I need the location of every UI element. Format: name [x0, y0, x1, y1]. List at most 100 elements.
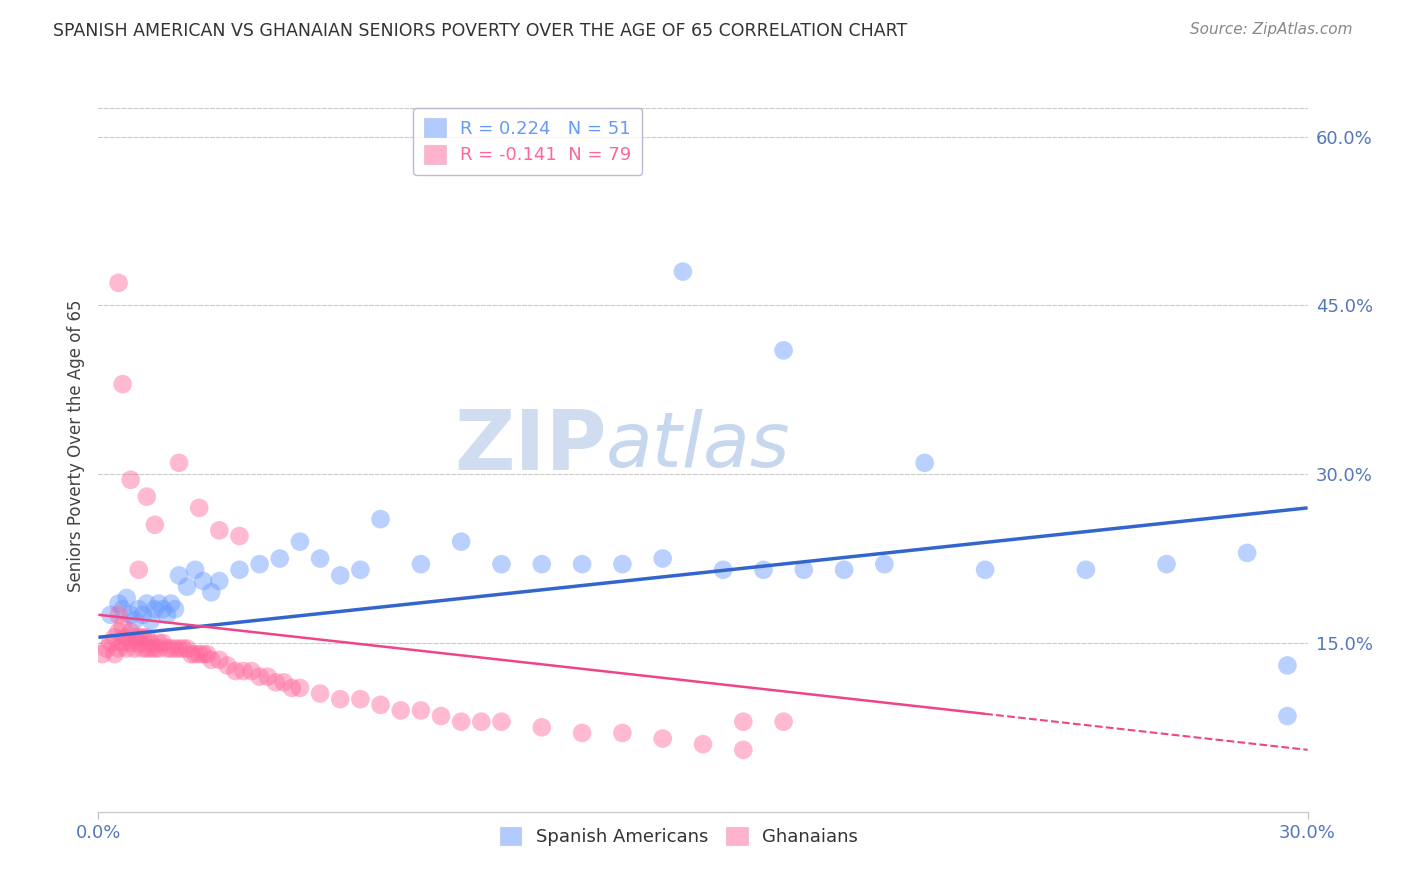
Point: [349, 692, 371, 706]
Point: [370, 698, 392, 712]
Point: [208, 653, 231, 667]
Point: [188, 500, 211, 515]
Point: [115, 641, 138, 656]
Point: [176, 580, 198, 594]
Point: [349, 563, 371, 577]
Point: [772, 343, 794, 358]
Legend: Spanish Americans, Ghanaians: Spanish Americans, Ghanaians: [491, 818, 868, 855]
Point: [167, 568, 190, 582]
Point: [143, 641, 166, 656]
Point: [249, 670, 271, 684]
Point: [450, 534, 472, 549]
Point: [571, 726, 593, 740]
Point: [139, 641, 162, 656]
Point: [1277, 709, 1299, 723]
Point: [249, 557, 271, 571]
Point: [103, 647, 125, 661]
Point: [692, 737, 714, 751]
Point: [139, 636, 162, 650]
Point: [974, 563, 997, 577]
Point: [470, 714, 492, 729]
Point: [124, 614, 146, 628]
Point: [124, 641, 146, 656]
Point: [156, 641, 179, 656]
Point: [107, 597, 129, 611]
Point: [107, 641, 129, 656]
Point: [148, 597, 170, 611]
Point: [148, 641, 170, 656]
Point: [107, 607, 129, 622]
Point: [195, 647, 218, 661]
Point: [651, 551, 673, 566]
Point: [176, 641, 198, 656]
Point: [132, 630, 155, 644]
Point: [793, 563, 815, 577]
Point: [273, 675, 295, 690]
Point: [135, 641, 157, 656]
Point: [491, 714, 513, 729]
Point: [612, 726, 634, 740]
Point: [96, 641, 118, 656]
Point: [184, 647, 207, 661]
Point: [208, 574, 231, 588]
Point: [389, 703, 412, 717]
Point: [128, 563, 150, 577]
Point: [752, 563, 775, 577]
Point: [103, 630, 125, 644]
Point: [612, 557, 634, 571]
Point: [409, 703, 432, 717]
Point: [115, 630, 138, 644]
Point: [264, 675, 287, 690]
Point: [184, 563, 207, 577]
Point: [193, 574, 215, 588]
Point: [120, 473, 142, 487]
Point: [281, 681, 304, 695]
Point: [143, 602, 166, 616]
Point: [772, 714, 794, 729]
Point: [132, 607, 155, 622]
Text: ZIP: ZIP: [454, 406, 606, 486]
Point: [107, 276, 129, 290]
Point: [111, 619, 134, 633]
Point: [430, 709, 453, 723]
Point: [107, 624, 129, 639]
Point: [115, 591, 138, 605]
Point: [651, 731, 673, 746]
Point: [111, 377, 134, 392]
Point: [228, 529, 250, 543]
Point: [1236, 546, 1258, 560]
Point: [228, 563, 250, 577]
Point: [132, 641, 155, 656]
Point: [167, 456, 190, 470]
Point: [120, 624, 142, 639]
Point: [180, 647, 202, 661]
Point: [120, 607, 142, 622]
Point: [1156, 557, 1178, 571]
Point: [329, 568, 352, 582]
Point: [200, 653, 222, 667]
Point: [914, 456, 936, 470]
Point: [91, 647, 114, 661]
Point: [733, 714, 755, 729]
Point: [672, 264, 695, 278]
Point: [491, 557, 513, 571]
Point: [1074, 563, 1097, 577]
Y-axis label: Seniors Poverty Over the Age of 65: Seniors Poverty Over the Age of 65: [66, 300, 84, 592]
Point: [128, 630, 150, 644]
Point: [135, 490, 157, 504]
Point: [530, 557, 553, 571]
Point: [111, 636, 134, 650]
Point: [450, 714, 472, 729]
Text: Source: ZipAtlas.com: Source: ZipAtlas.com: [1189, 22, 1353, 37]
Point: [120, 636, 142, 650]
Point: [240, 664, 263, 678]
Point: [832, 563, 855, 577]
Point: [530, 720, 553, 734]
Point: [111, 602, 134, 616]
Point: [139, 614, 162, 628]
Point: [128, 602, 150, 616]
Point: [733, 743, 755, 757]
Point: [160, 597, 183, 611]
Point: [200, 585, 222, 599]
Point: [711, 563, 734, 577]
